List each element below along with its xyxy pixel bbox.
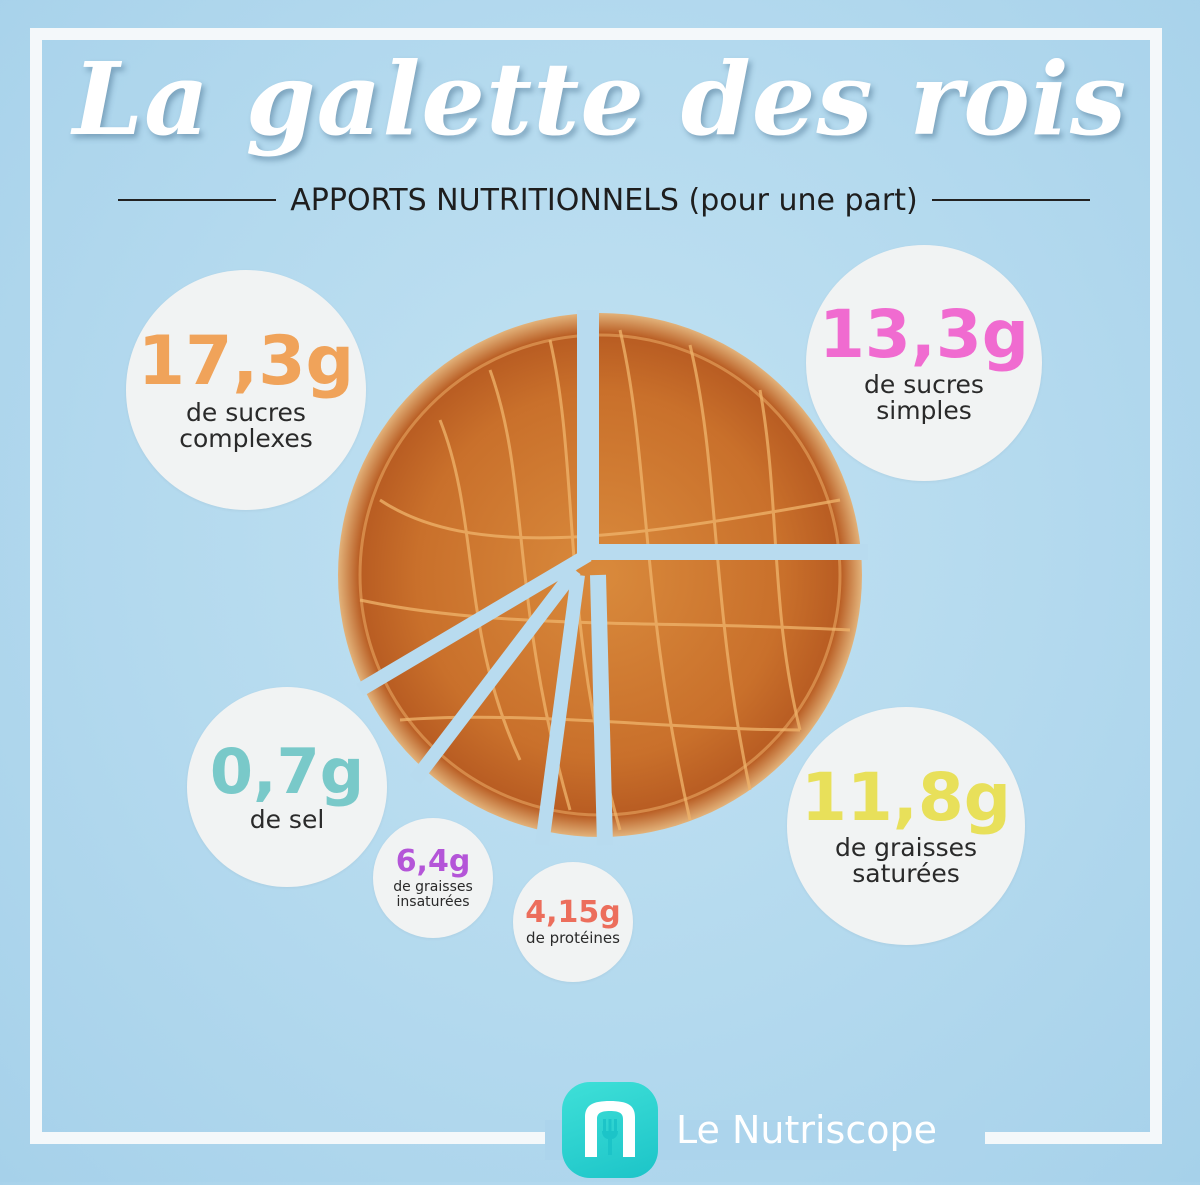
- galette-pie-illustration: [338, 310, 868, 846]
- nutrient-proteins: 4,15g de protéines: [513, 862, 633, 982]
- page-title: La galette des rois: [72, 40, 1128, 158]
- nutrient-simple-sugars: 13,3g de sucres simples: [806, 245, 1042, 481]
- nutrient-saturated-fats: 11,8g de graisses saturées: [787, 707, 1025, 945]
- subtitle-rule-left: [118, 199, 277, 201]
- subtitle: APPORTS NUTRITIONNELS (pour une part): [290, 182, 918, 218]
- nutrient-value: 17,3g: [137, 321, 355, 401]
- nutrient-label: de sel: [249, 804, 325, 834]
- brand-name: Le Nutriscope: [676, 1108, 937, 1152]
- nutrient-label: simples: [876, 396, 972, 425]
- fork-n-glyph: [585, 1101, 635, 1157]
- nutrient-label: de graisses: [393, 878, 473, 895]
- nutrient-value: 4,15g: [525, 894, 621, 930]
- nutrient-label: saturées: [852, 859, 960, 888]
- nutrient-value: 0,7g: [209, 734, 365, 808]
- nutrient-value: 11,8g: [800, 758, 1012, 836]
- nutrient-salt: 0,7g de sel: [187, 687, 387, 887]
- nutrient-label: de sucres: [186, 397, 306, 427]
- fork-n-logo-icon: [562, 1082, 658, 1178]
- nutrient-label: complexes: [179, 424, 313, 453]
- nutrient-label: insaturées: [396, 893, 470, 910]
- nutrient-label: de sucres: [864, 369, 984, 399]
- subtitle-row: APPORTS NUTRITIONNELS (pour une part): [118, 178, 1091, 222]
- nutrient-complex-sugars: 17,3g de sucres complexes: [126, 270, 366, 510]
- nutrient-value: 6,4g: [395, 843, 471, 879]
- nutrient-value: 13,3g: [818, 295, 1030, 373]
- nutrient-label: de graisses: [834, 832, 978, 862]
- brand-logo: Le Nutriscope: [562, 1075, 937, 1185]
- nutrient-label: de protéines: [526, 928, 620, 947]
- nutrient-unsaturated-fats: 6,4g de graisses insaturées: [373, 818, 493, 938]
- slice-gaps: [356, 310, 868, 846]
- subtitle-rule-right: [931, 199, 1091, 201]
